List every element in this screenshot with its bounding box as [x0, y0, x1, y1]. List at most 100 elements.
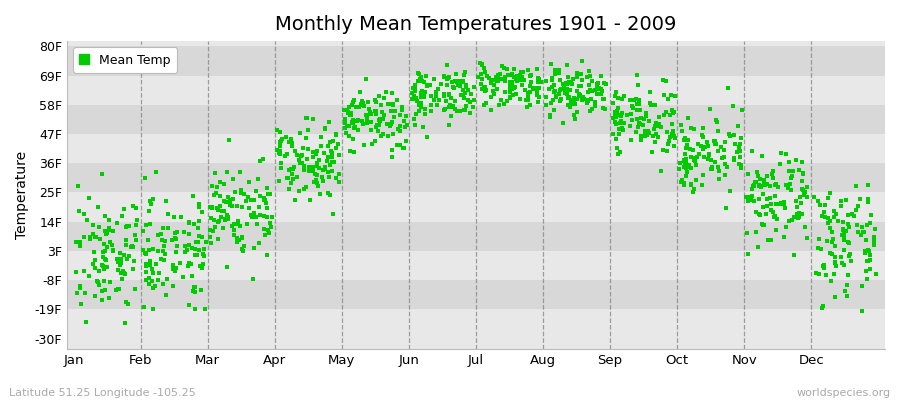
Point — [664, 92, 679, 99]
Point — [755, 153, 770, 160]
Point — [364, 127, 378, 134]
Point — [94, 297, 109, 304]
Point — [156, 247, 170, 254]
Point — [682, 162, 697, 168]
Point — [203, 240, 218, 246]
Point — [194, 265, 209, 272]
Point — [218, 216, 232, 223]
Point — [216, 224, 230, 231]
Point — [562, 94, 576, 100]
Point — [473, 81, 488, 88]
Point — [863, 266, 878, 272]
Point — [241, 194, 256, 200]
Point — [466, 97, 481, 103]
Point — [486, 76, 500, 83]
Point — [778, 205, 792, 212]
Point — [219, 199, 233, 205]
Point — [464, 90, 479, 97]
Point — [609, 121, 624, 127]
Point — [407, 95, 421, 101]
Point — [138, 175, 152, 181]
Point — [450, 79, 464, 86]
Point — [340, 122, 355, 129]
Point — [511, 77, 526, 83]
Point — [257, 232, 272, 238]
Point — [861, 258, 876, 264]
Point — [754, 183, 769, 190]
Point — [546, 89, 561, 96]
Bar — [67, 163, 885, 192]
Point — [139, 250, 153, 256]
Point — [364, 141, 379, 147]
Point — [863, 257, 878, 264]
Point — [696, 171, 710, 178]
Point — [777, 200, 791, 207]
Point — [409, 122, 423, 129]
Point — [241, 179, 256, 186]
Point — [338, 120, 352, 127]
Point — [479, 100, 493, 106]
Point — [654, 124, 669, 130]
Point — [203, 234, 218, 240]
Point — [561, 86, 575, 92]
Point — [461, 87, 475, 93]
Point — [652, 113, 666, 120]
Point — [418, 106, 432, 112]
Point — [437, 73, 452, 79]
Point — [392, 128, 407, 135]
Point — [590, 86, 604, 92]
Point — [228, 221, 242, 227]
Point — [648, 123, 662, 130]
Point — [707, 138, 722, 144]
Point — [372, 93, 386, 99]
Point — [840, 293, 854, 300]
Point — [837, 230, 851, 237]
Point — [634, 133, 648, 140]
Point — [374, 102, 389, 108]
Point — [159, 292, 174, 298]
Point — [790, 204, 805, 210]
Point — [624, 137, 638, 143]
Point — [508, 74, 522, 80]
Point — [608, 114, 623, 120]
Point — [836, 226, 850, 233]
Point — [165, 237, 179, 243]
Point — [727, 132, 742, 138]
Point — [408, 82, 422, 88]
Point — [122, 222, 136, 229]
Point — [827, 214, 842, 220]
Point — [845, 211, 859, 217]
Point — [263, 220, 277, 226]
Point — [274, 136, 289, 142]
Point — [143, 221, 157, 228]
Point — [491, 78, 505, 84]
Point — [297, 167, 311, 173]
Point — [92, 282, 106, 288]
Point — [639, 110, 653, 116]
Point — [128, 232, 142, 238]
Point — [526, 85, 541, 91]
Point — [683, 154, 698, 160]
Point — [752, 183, 767, 190]
Point — [505, 72, 519, 78]
Point — [687, 154, 701, 161]
Point — [680, 142, 694, 148]
Point — [868, 238, 882, 244]
Point — [444, 95, 458, 101]
Point — [168, 264, 183, 271]
Point — [595, 87, 609, 94]
Point — [840, 282, 854, 288]
Point — [681, 114, 696, 121]
Point — [772, 200, 787, 207]
Point — [596, 105, 610, 112]
Point — [68, 269, 83, 275]
Point — [239, 198, 254, 204]
Point — [455, 86, 470, 93]
Point — [590, 80, 605, 87]
Point — [755, 222, 770, 228]
Point — [437, 74, 452, 81]
Point — [284, 180, 298, 186]
Point — [771, 184, 786, 191]
Point — [749, 179, 763, 185]
Point — [119, 242, 133, 249]
